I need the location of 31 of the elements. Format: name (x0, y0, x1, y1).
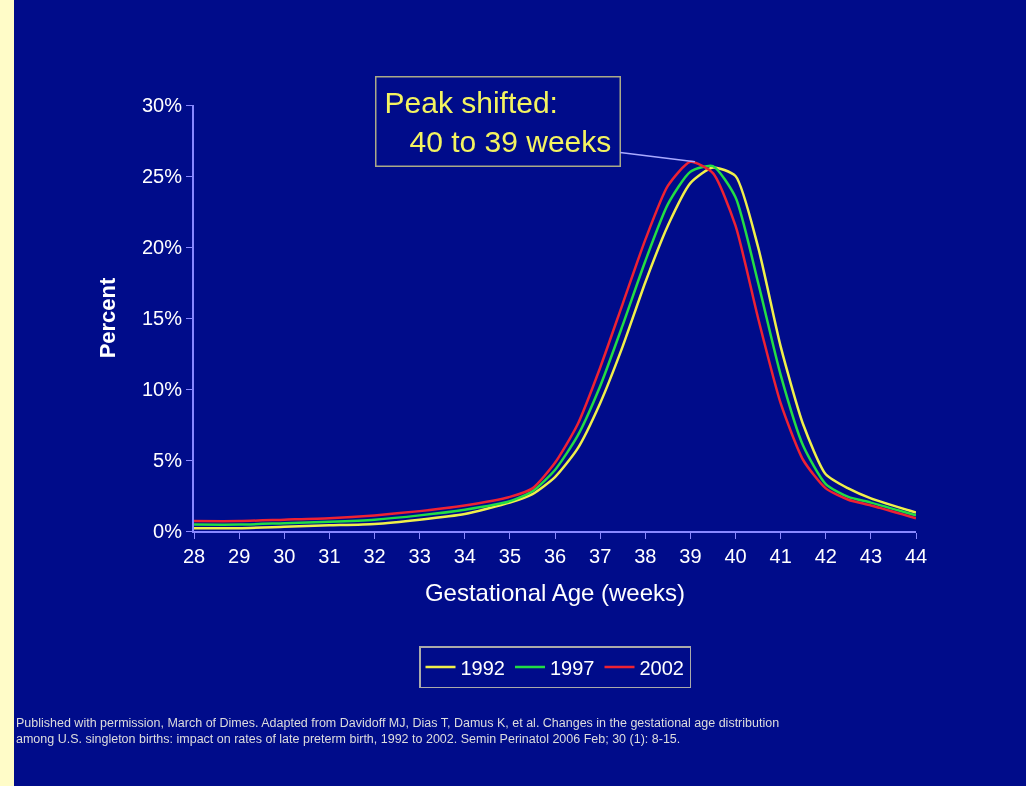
y-axis-title: Percent (95, 276, 121, 359)
y-tick-label: 10% (141, 378, 183, 400)
y-tick-label: 30% (141, 94, 183, 116)
x-tick-label: 35 (498, 545, 522, 567)
x-tick-label: 42 (814, 545, 837, 567)
x-tick-label: 31 (318, 545, 341, 567)
y-tick-label: 5% (153, 449, 183, 471)
x-tick-label: 38 (634, 545, 657, 567)
x-tick-label: 32 (363, 545, 386, 567)
legend-label: 1997 (550, 656, 595, 679)
x-tick-label: 29 (228, 545, 251, 567)
x-tick-label: 39 (679, 545, 702, 567)
x-axis-title: Gestational Age (weeks) (424, 578, 686, 606)
x-tick-label: 43 (859, 545, 883, 567)
x-tick-label: 41 (769, 545, 792, 567)
x-tick-label: 40 (724, 545, 747, 567)
legend-label: 1992 (460, 656, 505, 679)
x-tick-label: 30 (273, 545, 296, 567)
legend-label: 2002 (639, 656, 684, 679)
y-tick-label: 25% (141, 165, 183, 187)
x-tick-label: 34 (453, 545, 476, 567)
annotation: Peak shifted: 40 to 39 weeks (384, 85, 612, 158)
x-tick-label: 33 (408, 545, 431, 567)
text: Published with permission, March of Dimes. Adapted from Davidoff MJ, Dias T, Damus K, et al. Changes in the gestational age distribution among U.S. singleton births: impact on rates of late preterm birth, 1992 to 2002. Semin Perinatol 2006 Feb; 30 (1): 8-15. (16, 716, 780, 747)
y-tick-label: 15% (141, 307, 183, 329)
y-tick-label: 0% (153, 520, 183, 542)
y-tick-label: 20% (141, 236, 183, 258)
x-tick-label: 44 (904, 545, 928, 567)
x-tick-label: 28 (182, 545, 206, 567)
x-tick-label: 36 (543, 545, 567, 567)
x-tick-label: 37 (589, 545, 612, 567)
